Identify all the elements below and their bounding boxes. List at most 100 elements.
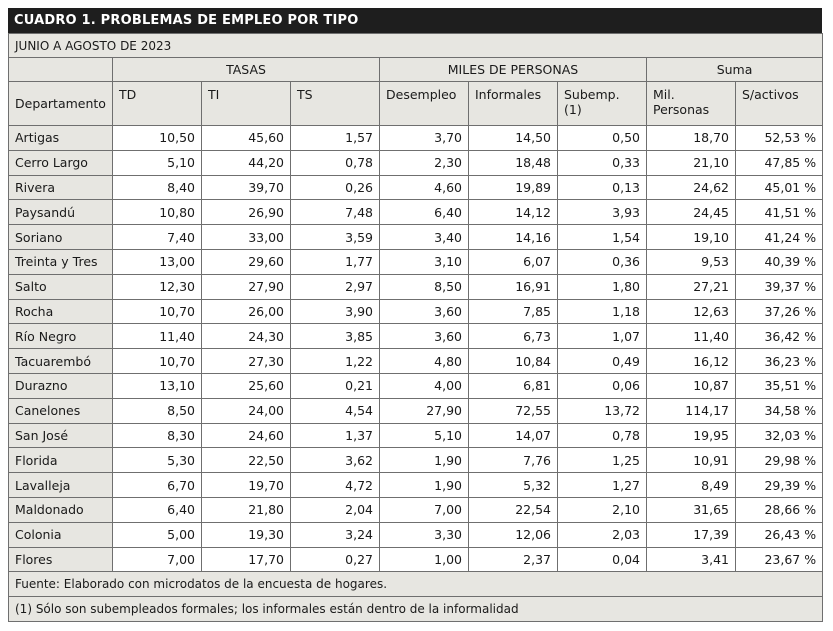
cell-s-activos: 40,39 % [734, 248, 824, 275]
cell-ts: 3,85 [290, 323, 380, 350]
source-note: Fuente: Elaborado con microdatos de la e… [7, 571, 824, 598]
cell-departamento: Paysandú [8, 199, 113, 226]
column-header-subempleo: Subemp. (1) [557, 81, 647, 126]
cell-s-activos: 37,26 % [734, 298, 824, 325]
cell-mil-personas: 31,65 [646, 496, 736, 523]
cell-subempleo: 0,50 [557, 125, 647, 151]
cell-desempleo: 2,30 [379, 149, 469, 176]
footnote: (1) Sólo son subempleados formales; los … [7, 596, 824, 623]
cell-subempleo: 1,18 [557, 298, 647, 325]
cell-s-activos: 28,66 % [734, 496, 824, 523]
column-header-ts: TS [290, 81, 380, 126]
group-header-empty [8, 57, 113, 82]
cell-td: 7,40 [112, 224, 202, 250]
cell-ts: 1,22 [290, 348, 380, 374]
cell-td: 6,70 [112, 472, 202, 498]
cell-mil-personas: 17,39 [646, 521, 736, 548]
cell-ts: 0,26 [290, 174, 380, 201]
cell-mil-personas: 10,87 [646, 372, 736, 399]
cell-ti: 27,90 [201, 273, 291, 300]
cell-s-activos: 47,85 % [734, 149, 824, 176]
cell-ts: 4,72 [290, 472, 380, 498]
cell-s-activos: 29,98 % [734, 447, 824, 474]
table-title: CUADRO 1. PROBLEMAS DE EMPLEO POR TIPO [8, 8, 822, 33]
cell-ti: 29,60 [201, 248, 291, 275]
cell-ts: 0,27 [290, 546, 380, 573]
cell-informales: 10,84 [468, 348, 558, 374]
cell-ti: 26,90 [201, 199, 291, 226]
cell-informales: 22,54 [468, 496, 558, 523]
cell-desempleo: 1,90 [379, 447, 469, 474]
cell-ts: 1,57 [290, 125, 380, 151]
cell-mil-personas: 8,49 [646, 472, 736, 498]
table-row: Flores 7,00 17,70 0,27 1,00 2,37 0,04 3,41 23,67… [8, 546, 824, 573]
cell-ts: 2,97 [290, 273, 380, 300]
cell-s-activos: 23,67 % [734, 546, 824, 573]
table-row: Lavalleja 6,70 19,70 4,72 1,90 5,32 1,27 8,49 29… [8, 472, 824, 498]
cell-departamento: Flores [8, 546, 113, 573]
cell-subempleo: 1,25 [557, 447, 647, 474]
cell-subempleo: 1,07 [557, 323, 647, 350]
cell-mil-personas: 114,17 [646, 397, 736, 424]
table-body: Artigas 10,50 45,60 1,57 3,70 14,50 0,50 18,70 5… [8, 125, 824, 573]
cell-mil-personas: 16,12 [646, 348, 736, 374]
table-row: Florida 5,30 22,50 3,62 1,90 7,76 1,25 10,91 29,… [8, 447, 824, 474]
cell-informales: 18,48 [468, 149, 558, 176]
cell-mil-personas: 19,95 [646, 422, 736, 449]
cell-mil-personas: 9,53 [646, 248, 736, 275]
table-subtitle: JUNIO A AGOSTO DE 2023 [7, 33, 824, 58]
cell-ts: 3,90 [290, 298, 380, 325]
cell-ti: 39,70 [201, 174, 291, 201]
cell-subempleo: 1,80 [557, 273, 647, 300]
cell-mil-personas: 21,10 [646, 149, 736, 176]
cell-mil-personas: 11,40 [646, 323, 736, 350]
cell-ts: 2,04 [290, 496, 380, 523]
column-header-td: TD [112, 81, 202, 126]
cell-desempleo: 27,90 [379, 397, 469, 424]
cell-subempleo: 2,03 [557, 521, 647, 548]
cell-departamento: Salto [8, 273, 113, 300]
table-row: Durazno 13,10 25,60 0,21 4,00 6,81 0,06 10,87 35… [8, 372, 824, 399]
cell-s-activos: 41,24 % [734, 224, 824, 250]
cell-mil-personas: 18,70 [646, 125, 736, 151]
cell-ti: 19,30 [201, 521, 291, 548]
cell-s-activos: 26,43 % [734, 521, 824, 548]
cell-departamento: Río Negro [8, 323, 113, 350]
cell-ts: 0,78 [290, 149, 380, 176]
cell-informales: 6,07 [468, 248, 558, 275]
cell-informales: 14,12 [468, 199, 558, 226]
cell-departamento: Artigas [8, 125, 113, 151]
cell-s-activos: 52,53 % [734, 125, 824, 151]
cell-td: 7,00 [112, 546, 202, 573]
cell-departamento: Colonia [8, 521, 113, 548]
cell-ti: 17,70 [201, 546, 291, 573]
cell-td: 5,10 [112, 149, 202, 176]
cell-ts: 3,62 [290, 447, 380, 474]
cell-informales: 19,89 [468, 174, 558, 201]
cell-departamento: Tacuarembó [8, 348, 113, 374]
column-header-desempleo: Desempleo [379, 81, 469, 126]
cell-td: 6,40 [112, 496, 202, 523]
cell-ti: 24,60 [201, 422, 291, 449]
cell-td: 10,70 [112, 298, 202, 325]
cell-desempleo: 3,70 [379, 125, 469, 151]
cell-td: 8,40 [112, 174, 202, 201]
cell-desempleo: 8,50 [379, 273, 469, 300]
cell-s-activos: 36,23 % [734, 348, 824, 374]
cell-ts: 1,77 [290, 248, 380, 275]
cell-ts: 0,21 [290, 372, 380, 399]
group-header-miles: MILES DE PERSONAS [379, 57, 647, 82]
cell-informales: 12,06 [468, 521, 558, 548]
table-row: San José 8,30 24,60 1,37 5,10 14,07 0,78 19,95 3… [8, 422, 824, 449]
cell-desempleo: 7,00 [379, 496, 469, 523]
cell-departamento: Durazno [8, 372, 113, 399]
cell-ti: 44,20 [201, 149, 291, 176]
cell-desempleo: 1,90 [379, 472, 469, 498]
table-row: Paysandú 10,80 26,90 7,48 6,40 14,12 3,93 24,45… [8, 199, 824, 226]
table-row: Canelones 8,50 24,00 4,54 27,90 72,55 13,72 114… [8, 397, 824, 424]
table-row: Rivera 8,40 39,70 0,26 4,60 19,89 0,13 24,62 45,… [8, 174, 824, 201]
cell-informales: 14,07 [468, 422, 558, 449]
cell-td: 13,10 [112, 372, 202, 399]
cell-desempleo: 6,40 [379, 199, 469, 226]
cell-subempleo: 0,36 [557, 248, 647, 275]
